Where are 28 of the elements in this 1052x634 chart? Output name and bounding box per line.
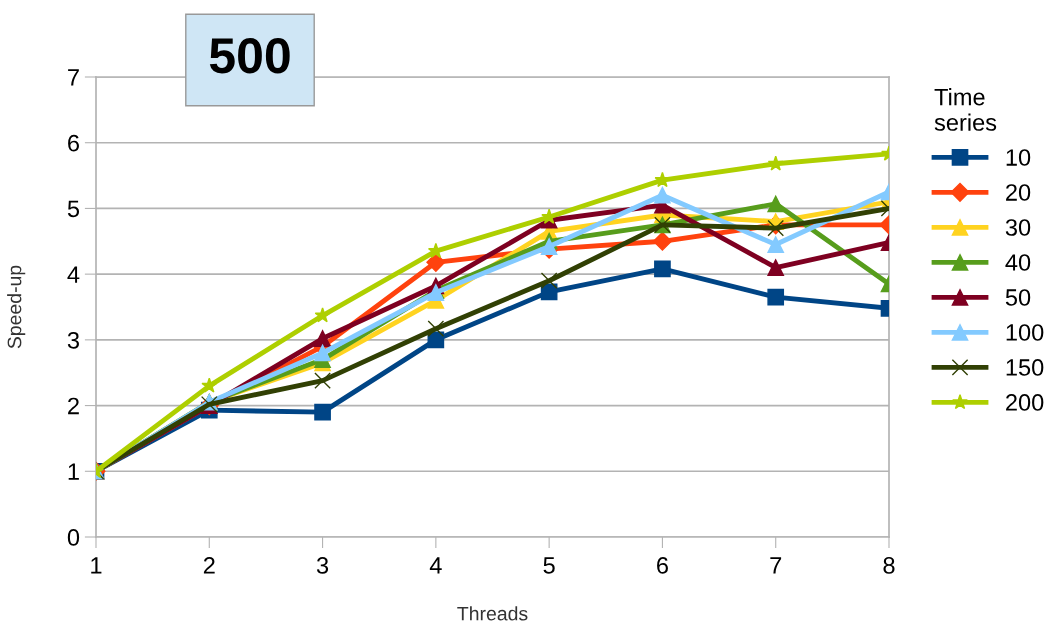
legend-label: 150 [1006,359,1044,376]
y-tick-label: 1 [68,463,79,480]
legend-label: 50 [1005,289,1031,306]
legend-label: 100 [1006,324,1044,341]
y-tick-label: 3 [67,331,79,349]
x-tick-label: 2 [203,557,215,574]
x-tick-label: 4 [429,557,442,574]
x-tick-label: 6 [657,557,668,574]
y-tick-label: 7 [68,69,79,86]
y-tick-label: 6 [68,134,79,152]
x-tick-label: 5 [543,557,555,574]
y-tick-label: 0 [67,529,80,546]
y-tick-label: 4 [67,266,80,283]
x-tick-label: 3 [316,557,329,574]
x-tick-label: 1 [91,557,102,574]
legend-label: 200 [1006,394,1044,411]
x-axis-title: Threads [457,606,528,621]
y-axis-title: Speed-up [7,265,26,349]
legend-label: 10 [1006,149,1031,166]
y-tick-label: 2 [68,397,79,415]
legend-label: 20 [1006,184,1031,201]
x-tick-label: 8 [883,557,895,574]
legend-title: Time series [934,88,997,131]
x-tick-label: 7 [770,557,782,574]
legend-label: 40 [1005,254,1031,271]
chart-title: 500 [209,38,290,74]
y-tick-label: 5 [67,200,80,218]
legend-label: 30 [1005,219,1031,236]
